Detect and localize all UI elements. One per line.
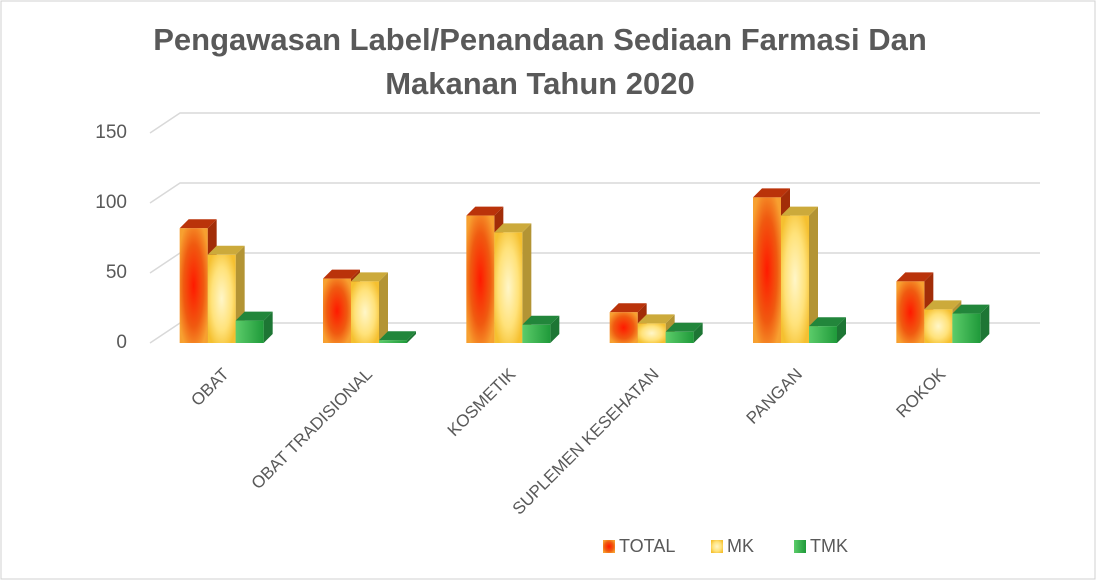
bar-top	[379, 331, 416, 341]
bar	[753, 197, 781, 343]
bar-top	[179, 219, 217, 229]
bar-side	[837, 317, 846, 343]
bar	[609, 312, 638, 343]
bar-side	[809, 206, 818, 343]
bar	[494, 232, 523, 343]
grid-line	[149, 112, 1040, 134]
bar	[924, 309, 953, 343]
bar-top	[952, 304, 990, 314]
legend-swatch	[603, 540, 615, 553]
bar	[323, 278, 351, 343]
y-tick-label: 100	[95, 192, 127, 213]
bar	[235, 320, 264, 343]
bar-top	[896, 272, 934, 282]
bar-top	[207, 245, 245, 255]
bar	[179, 228, 208, 343]
bar	[522, 324, 551, 343]
bar-top	[466, 206, 504, 216]
bar-top	[609, 303, 647, 313]
bar	[665, 331, 694, 343]
legend-swatch	[711, 540, 723, 553]
chart-title: Makanan Tahun 2020	[385, 66, 695, 101]
bar	[637, 323, 666, 343]
bar-top	[924, 300, 962, 310]
bar-top	[665, 322, 703, 332]
legend-label: TMK	[810, 536, 848, 556]
bar-top	[494, 223, 532, 233]
bar-side	[407, 331, 416, 343]
grid-line	[149, 182, 1040, 204]
bar-side	[263, 311, 273, 343]
bar-side	[980, 304, 990, 343]
bar-top	[753, 188, 790, 198]
bar	[466, 215, 495, 343]
bar	[781, 215, 809, 343]
bar-top	[809, 317, 846, 327]
bar-side	[379, 272, 388, 343]
y-tick-label: 150	[95, 122, 127, 143]
bar-top	[637, 314, 675, 324]
legend-swatch	[794, 540, 806, 553]
bar	[351, 281, 379, 343]
bar-top	[781, 206, 818, 216]
bar	[809, 326, 837, 343]
bar-top	[351, 272, 388, 282]
y-tick-label: 50	[106, 262, 127, 283]
legend-label: MK	[727, 536, 754, 556]
bar	[896, 281, 925, 343]
bar-top	[522, 315, 560, 325]
bar	[952, 313, 981, 343]
bar-top	[323, 269, 360, 279]
y-tick-label: 0	[116, 332, 127, 353]
bar-side	[693, 322, 703, 343]
legend-label: TOTAL	[619, 536, 675, 556]
bar	[379, 340, 407, 343]
bar-side	[550, 315, 560, 343]
chart-title: Pengawasan Label/Penandaan Sediaan Farma…	[153, 22, 927, 57]
bar-side	[522, 223, 532, 343]
bar-top	[235, 311, 273, 321]
bar	[207, 254, 236, 343]
